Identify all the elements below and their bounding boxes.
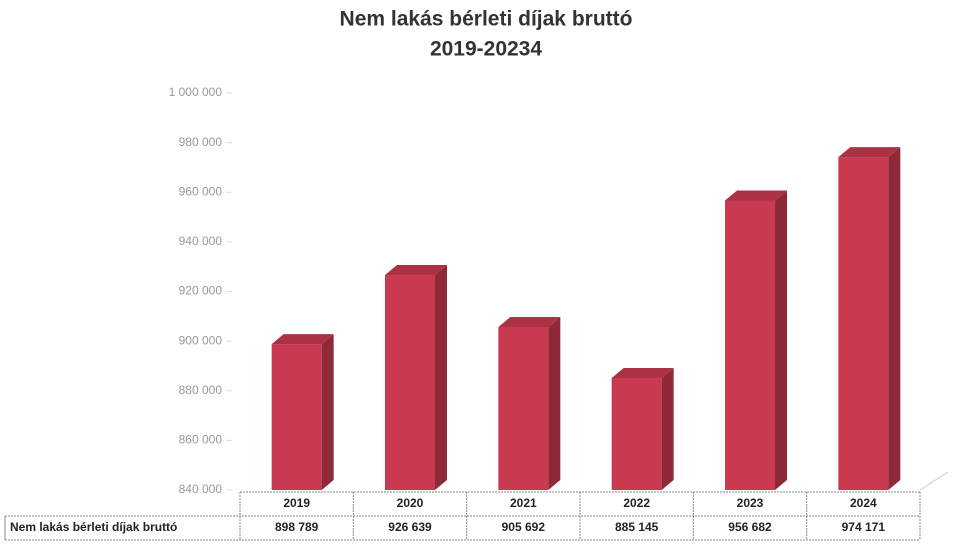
chart-title: Nem lakás bérleti díjak bruttó	[340, 8, 633, 31]
x-tick-label: 2019	[283, 496, 310, 510]
bar	[611, 377, 662, 490]
y-tick-label: 900 000	[179, 333, 223, 347]
bar	[385, 275, 435, 490]
chart-subtitle: 2019-20234	[430, 38, 542, 61]
bar-top	[385, 265, 447, 276]
bar-top	[725, 190, 787, 201]
bar-top	[271, 334, 334, 345]
x-tick-label: 2021	[510, 496, 537, 510]
floor-edge	[919, 471, 949, 491]
table-row-header: Nem lakás bérleti díjak bruttó	[10, 520, 177, 534]
y-tick-label: 1 000 000	[169, 85, 223, 99]
table-value: 885 145	[615, 520, 659, 534]
x-tick-label: 2023	[737, 496, 764, 510]
bar-top	[838, 147, 901, 158]
bar	[271, 344, 322, 490]
bar-top	[611, 367, 674, 378]
table-value: 956 682	[728, 520, 772, 534]
x-tick-label: 2024	[850, 496, 877, 510]
x-tick-label: 2020	[397, 496, 424, 510]
bar	[498, 327, 549, 490]
y-tick-label: 860 000	[179, 433, 223, 447]
bar-side	[435, 265, 447, 490]
y-tick-label: 960 000	[179, 184, 223, 198]
y-tick-label: 920 000	[179, 284, 223, 298]
y-tick-label: 940 000	[179, 234, 223, 248]
bar	[725, 200, 775, 490]
bar	[838, 157, 889, 491]
bar-top	[498, 317, 561, 328]
y-tick-label: 880 000	[179, 383, 223, 397]
x-tick-label: 2022	[623, 496, 650, 510]
table-value: 926 639	[388, 520, 432, 534]
bar-side	[548, 317, 561, 490]
bar-side	[775, 190, 787, 490]
table-value: 974 171	[842, 520, 886, 534]
bar-side	[888, 147, 901, 491]
bar-side	[661, 367, 674, 490]
table-value: 898 789	[275, 520, 319, 534]
y-tick-label: 840 000	[179, 482, 223, 496]
table-value: 905 692	[502, 520, 546, 534]
y-tick-label: 980 000	[179, 135, 223, 149]
bar-side	[321, 334, 334, 490]
